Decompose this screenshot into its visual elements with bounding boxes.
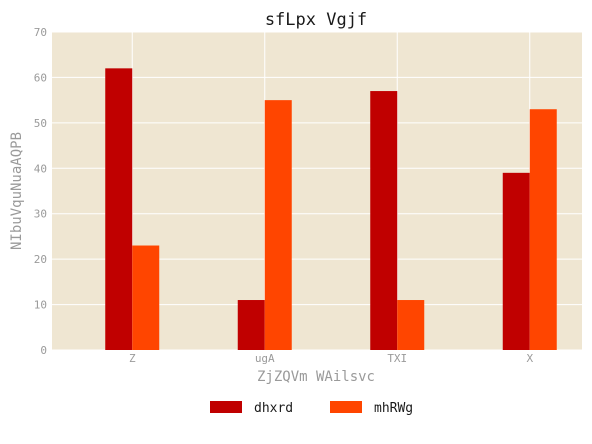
x-axis-label: ZjZQVm WAilsvc	[257, 369, 375, 385]
y-tick-label: 70	[34, 26, 47, 39]
x-tick-label: Z	[129, 352, 136, 365]
bar-dhxrd	[370, 91, 398, 351]
legend-swatch	[210, 401, 242, 413]
bar-dhxrd	[502, 172, 530, 350]
legend-swatch	[330, 401, 362, 413]
y-tick-label: 0	[40, 344, 47, 357]
y-tick-label: 40	[34, 162, 47, 175]
y-tick-label: 10	[34, 299, 47, 312]
legend-label: dhxrd	[254, 401, 293, 416]
y-axis-ticks: 0 10 20 30 40 50 60 70	[34, 26, 47, 357]
y-tick-label: 20	[34, 253, 47, 266]
x-tick-label: X	[526, 352, 533, 365]
legend: dhxrd mhRWg	[210, 401, 413, 416]
y-axis-label: NIbuVquNuaAQPB	[9, 132, 25, 250]
y-tick-label: 30	[34, 208, 47, 221]
bar-mhRWg	[529, 109, 557, 350]
bars	[105, 68, 557, 351]
bar-mhRWg	[132, 245, 160, 350]
bar-mhRWg	[397, 300, 425, 350]
y-tick-label: 60	[34, 71, 47, 84]
bar-dhxrd	[105, 68, 133, 350]
chart-title: sfLpx Vgjf	[265, 10, 367, 30]
bar-dhxrd	[237, 300, 265, 350]
x-tick-label: ugA	[255, 352, 275, 365]
y-tick-label: 50	[34, 117, 47, 130]
bar-mhRWg	[264, 100, 292, 351]
x-tick-label: TXI	[387, 352, 407, 365]
legend-label: mhRWg	[374, 401, 413, 416]
